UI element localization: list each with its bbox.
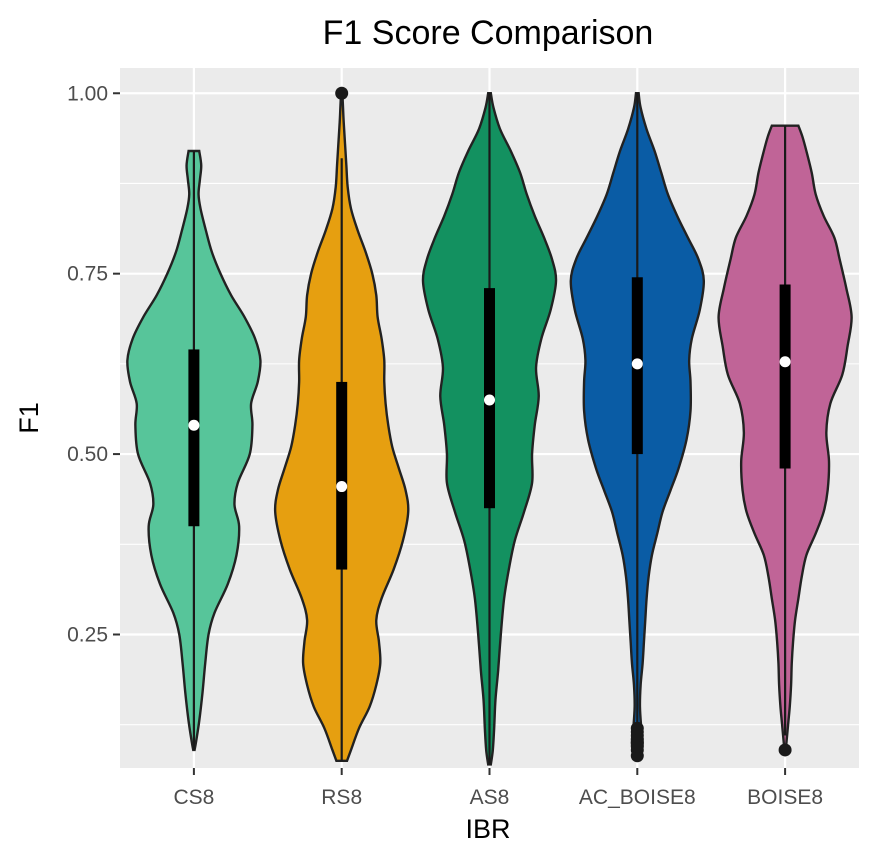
median-point-AS8	[484, 394, 495, 406]
outlier-point-BOISE8-0	[778, 743, 792, 757]
x-tick-label-2: AS8	[470, 786, 510, 809]
median-point-RS8	[336, 481, 348, 493]
violin-AC_BOISE8	[569, 92, 706, 763]
iqr-bar-CS8	[188, 349, 200, 527]
y-tick-label-0: 0.25	[67, 623, 108, 646]
y-tick-label-3: 1.00	[67, 82, 108, 105]
x-tick-label-3: AC_BOISE8	[579, 786, 696, 809]
axes: 0.25 0.50 0.75 1.00 CS8 RS8 AS8 AC_BOISE8 BOISE8	[67, 82, 823, 809]
violin-CS8	[126, 149, 262, 752]
median-point-AC_BOISE8	[631, 358, 643, 370]
iqr-bar-RS8	[336, 381, 348, 570]
median-point-CS8	[188, 419, 200, 431]
x-tick-label-0: CS8	[173, 786, 214, 809]
violins	[126, 86, 853, 766]
violin-BOISE8	[717, 124, 853, 757]
x-axis-title: IBR	[465, 814, 510, 844]
y-axis-title: F1	[14, 402, 44, 434]
outlier-point-AC_BOISE8-7	[630, 721, 644, 735]
chart-title: F1 Score Comparison	[323, 14, 654, 52]
x-tick-label-4: BOISE8	[747, 786, 823, 809]
x-tick-label-1: RS8	[321, 786, 362, 809]
iqr-bar-BOISE8	[779, 284, 791, 469]
y-tick-label-1: 0.50	[67, 443, 108, 466]
violin-AS8	[421, 92, 558, 766]
outlier-point-RS8-0	[335, 86, 349, 100]
median-point-BOISE8	[779, 356, 791, 368]
y-tick-label-2: 0.75	[67, 263, 108, 286]
violin-RS8	[273, 86, 410, 762]
